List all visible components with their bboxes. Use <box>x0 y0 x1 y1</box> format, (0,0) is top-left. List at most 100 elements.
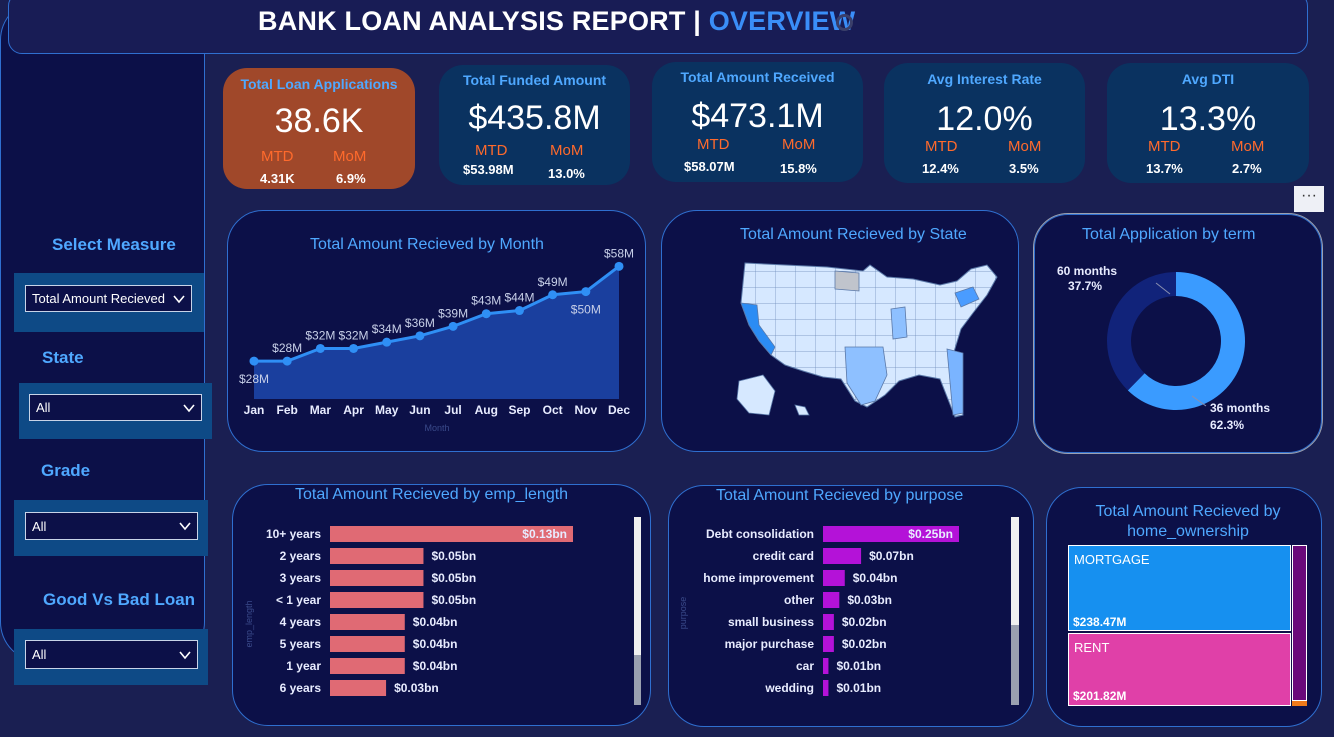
state-alaska[interactable] <box>736 374 776 416</box>
loan-type-dropdown[interactable]: All <box>25 640 198 669</box>
bar[interactable] <box>330 680 387 696</box>
month-value-label: $43M <box>471 294 501 308</box>
month-tick-label: Apr <box>343 403 364 417</box>
kpi-value: 12.0% <box>936 100 1033 138</box>
kpi-card-avg-interest[interactable]: Avg Interest Rate 12.0% MTD MoM 12.4% 3.… <box>884 63 1085 183</box>
state-north-dakota[interactable] <box>834 270 860 292</box>
bar-category-label: major purchase <box>725 637 815 651</box>
month-tick-label: Mar <box>310 403 332 417</box>
term-donut-chart[interactable]: 60 months 37.7% 36 months 62.3% <box>1034 214 1322 453</box>
donut-slice[interactable] <box>1107 272 1176 391</box>
bar-category-label: wedding <box>764 681 814 695</box>
month-point[interactable] <box>514 306 524 316</box>
kpi-mom-label: MoM <box>333 148 367 165</box>
bar[interactable] <box>330 636 405 652</box>
month-tick-label: Feb <box>277 403 298 417</box>
bar[interactable] <box>823 570 845 586</box>
bar-category-label: 1 year <box>286 659 321 673</box>
state-dropdown-value: All <box>36 400 51 415</box>
month-point[interactable] <box>614 261 624 271</box>
measure-dropdown[interactable]: Total Amount Recieved <box>25 285 192 312</box>
state-illinois[interactable] <box>890 306 908 340</box>
month-point[interactable] <box>548 290 558 300</box>
bar[interactable] <box>330 658 405 674</box>
purpose-scroll-thumb[interactable] <box>1011 517 1019 625</box>
bar-value-label: $0.05bn <box>431 571 476 585</box>
term-60-name: 60 months <box>1057 264 1117 278</box>
emp-length-axis-title: emp_length <box>244 600 254 647</box>
bar[interactable] <box>823 526 959 542</box>
bar[interactable] <box>823 636 834 652</box>
month-value-label: $34M <box>372 322 402 336</box>
month-tick-label: Aug <box>475 403 498 417</box>
month-point[interactable] <box>481 309 491 319</box>
kpi-card-amount-received[interactable]: Total Amount Received $473.1M MTD MoM $5… <box>652 62 863 182</box>
bar[interactable] <box>330 570 424 586</box>
month-point[interactable] <box>315 343 325 353</box>
bar[interactable] <box>823 658 829 674</box>
kpi-card-total-applications[interactable]: Total Loan Applications 38.6K MTD MoM 4.… <box>223 68 415 189</box>
us-states-map[interactable] <box>735 255 1005 425</box>
kpi-card-funded-amount[interactable]: Total Funded Amount $435.8M MTD MoM $53.… <box>439 65 630 185</box>
state-florida[interactable] <box>946 348 964 416</box>
bar[interactable] <box>823 548 862 564</box>
donut-slice[interactable] <box>1127 272 1245 410</box>
state-new-york[interactable] <box>954 286 980 308</box>
purpose-axis-title: purpose <box>678 597 688 630</box>
bar-category-label: 5 years <box>280 637 322 651</box>
state-dropdown[interactable]: All <box>29 394 202 421</box>
more-options-button[interactable]: ··· <box>1294 186 1324 212</box>
loading-ring-icon <box>836 14 853 31</box>
bar-category-label: small business <box>728 615 814 629</box>
treemap-mortgage-name: MORTGAGE <box>1074 552 1150 567</box>
bar[interactable] <box>823 614 834 630</box>
kpi-mtd-label: MTD <box>925 138 958 155</box>
month-tick-label: Nov <box>574 403 597 417</box>
state-hawaii[interactable] <box>794 404 810 416</box>
treemap-rent-name: RENT <box>1074 640 1110 655</box>
home-ownership-title: Total Amount Recieved by home_ownership <box>1095 503 1281 540</box>
bar[interactable] <box>823 592 840 608</box>
treemap-tile-own[interactable] <box>1292 701 1307 706</box>
month-point[interactable] <box>581 287 591 297</box>
month-value-label: $44M <box>504 291 534 305</box>
kpi-value: $473.1M <box>691 97 824 135</box>
term-60-percent: 37.7% <box>1068 279 1102 293</box>
month-point[interactable] <box>382 337 392 347</box>
bar-category-label: < 1 year <box>276 593 321 607</box>
kpi-mtd-value: 4.31K <box>260 171 295 186</box>
emp-length-scroll-thumb[interactable] <box>634 517 641 655</box>
bar-value-label: $0.01bn <box>836 681 881 695</box>
month-point[interactable] <box>415 331 425 341</box>
month-point[interactable] <box>282 356 292 366</box>
bar[interactable] <box>330 548 424 564</box>
grade-filter-label: Grade <box>41 461 91 480</box>
kpi-card-avg-dti[interactable]: Avg DTI 13.3% MTD MoM 13.7% 2.7% <box>1107 63 1309 183</box>
treemap-tile-mortgage[interactable]: MORTGAGE $238.47M <box>1068 545 1291 631</box>
month-area-chart: $28M Jan $28M Feb $32M Mar $32M Apr $34M May $36M J… <box>239 246 634 433</box>
bar-category-label: car <box>796 659 814 673</box>
chevron-down-icon <box>173 294 185 303</box>
grade-dropdown[interactable]: All <box>25 512 198 540</box>
purpose-title: Total Amount Recieved by purpose <box>716 487 964 504</box>
bar-value-label: $0.04bn <box>413 659 458 673</box>
kpi-value: 38.6K <box>274 102 364 140</box>
bar[interactable] <box>330 614 405 630</box>
bar[interactable] <box>823 680 829 696</box>
month-point[interactable] <box>448 321 458 331</box>
bar-value-label: $0.04bn <box>413 637 458 651</box>
bar[interactable] <box>330 592 424 608</box>
month-point[interactable] <box>249 356 259 366</box>
month-point[interactable] <box>349 343 359 353</box>
state-california[interactable] <box>740 302 776 356</box>
emp-length-bar-chart: emp_length 10+ years $0.13bn 2 years $0.05b… <box>244 517 641 705</box>
month-tick-label: Dec <box>608 403 630 417</box>
state-texas[interactable] <box>844 346 888 406</box>
month-value-label: $28M <box>239 372 269 386</box>
state-filter-label: State <box>42 348 84 367</box>
bar-value-label: $0.02bn <box>842 615 887 629</box>
bar[interactable] <box>330 526 573 542</box>
treemap-tile-other[interactable] <box>1292 545 1307 701</box>
loan-type-filter-label: Good Vs Bad Loan <box>43 590 196 609</box>
treemap-tile-rent[interactable]: RENT $201.82M <box>1068 633 1291 706</box>
